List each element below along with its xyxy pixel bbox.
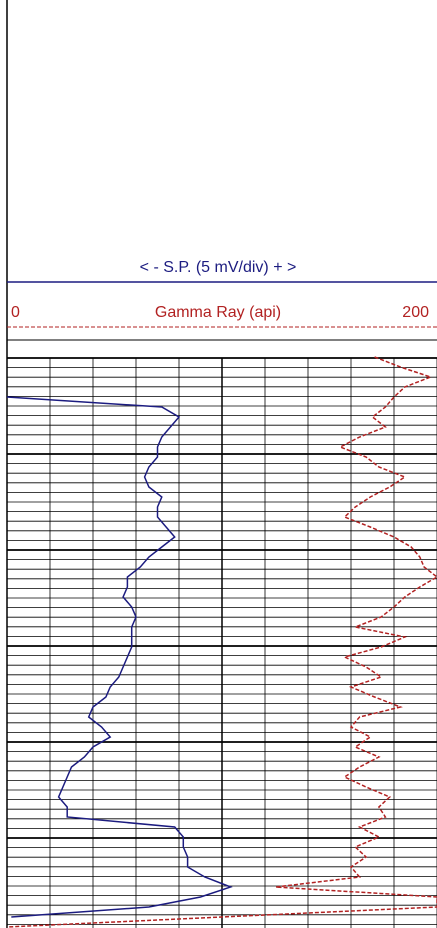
gr-track-curve bbox=[6, 356, 437, 928]
grid bbox=[6, 357, 437, 928]
gr-tick-label: 200 bbox=[402, 304, 429, 321]
sp-title: < - S.P. (5 mV/div) + > bbox=[140, 259, 297, 276]
curves bbox=[6, 356, 437, 928]
gr-title: Gamma Ray (api) bbox=[155, 304, 281, 321]
gr-tick-label: 0 bbox=[11, 304, 20, 321]
sp-track-curve bbox=[6, 396, 233, 918]
